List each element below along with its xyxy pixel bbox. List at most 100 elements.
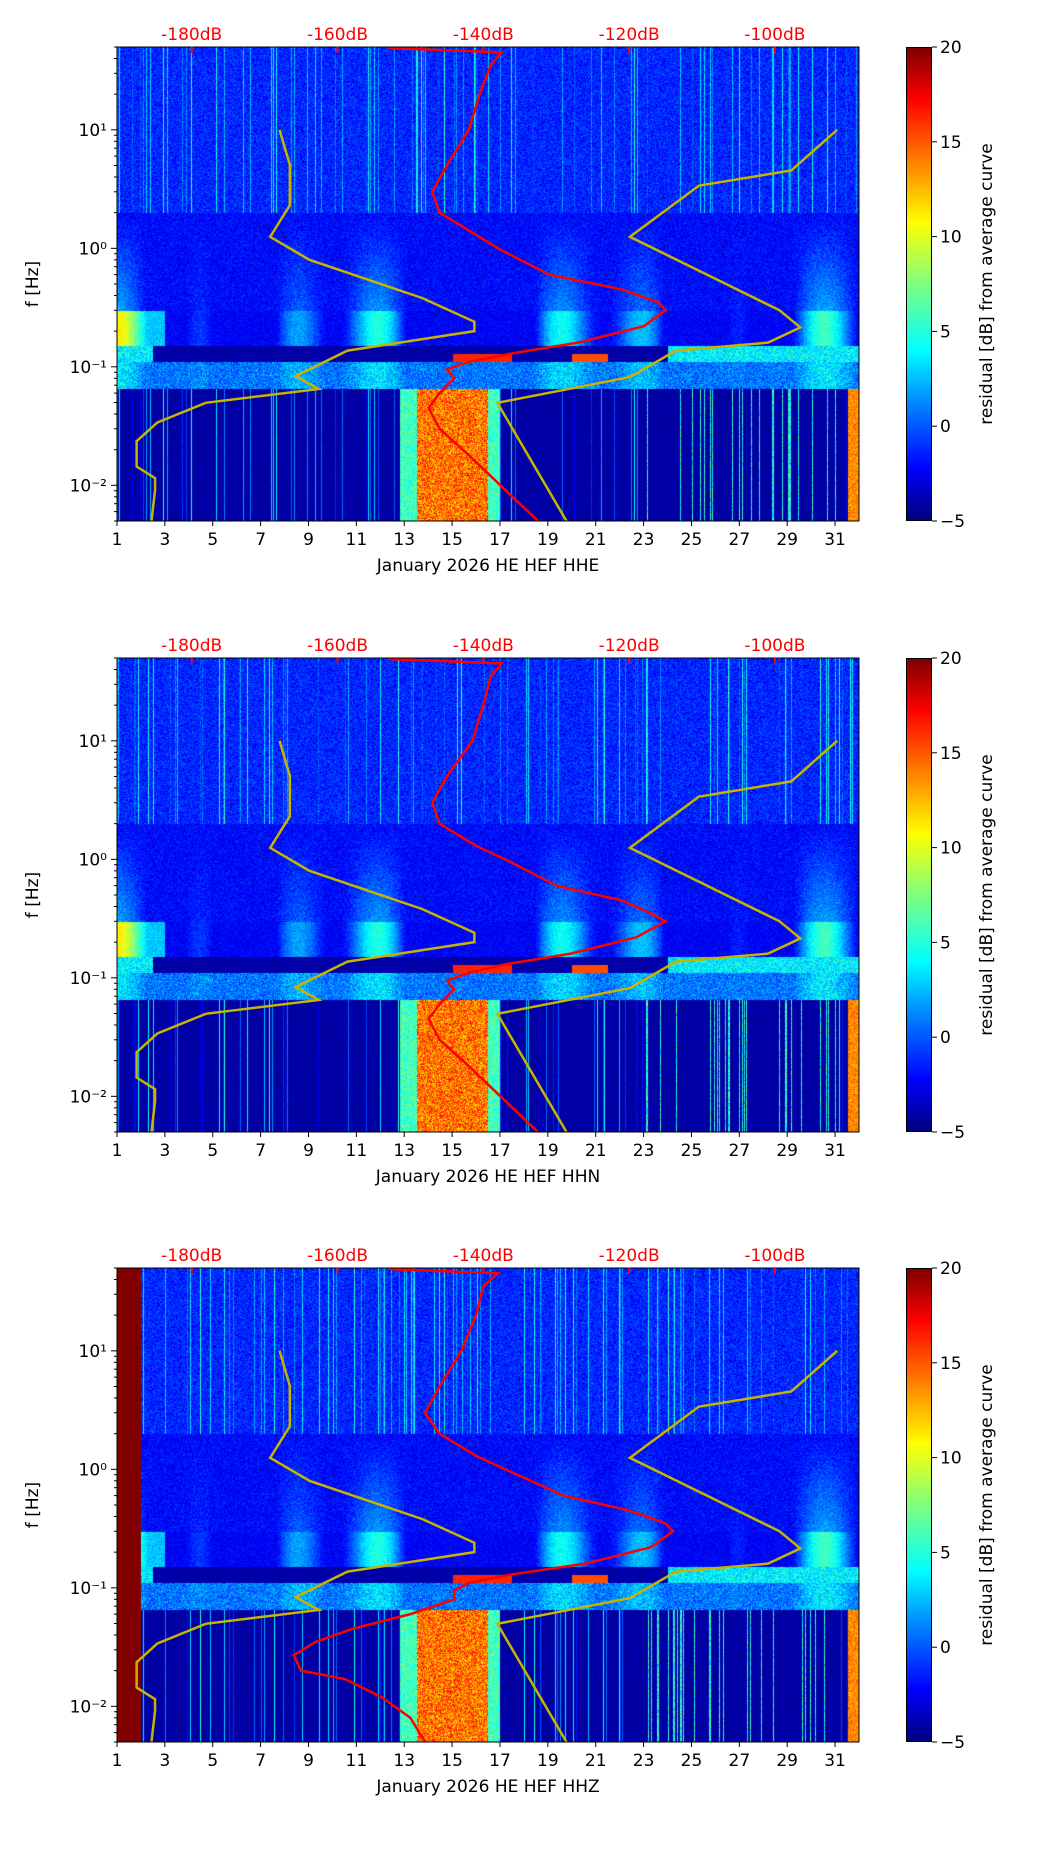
- db-tick-label: -180dB: [161, 636, 222, 656]
- colorbar: [906, 1268, 932, 1742]
- x-tick-label: 7: [255, 1141, 266, 1161]
- colorbar-tick-label: 20: [940, 38, 962, 58]
- x-tick-label: 31: [824, 1751, 846, 1771]
- y-tick-label: 10⁰: [79, 239, 108, 259]
- spectrogram-panel: 1 3 5 7 9 11 13 15 17 19 21 23 25 27 29 31 January 2026 …: [0, 25, 1052, 647]
- red-psd-curve: [388, 657, 669, 1133]
- x-tick-label: 23: [633, 530, 655, 550]
- x-axis-label: January 2026 HE HEF HHN: [375, 1167, 600, 1187]
- spectrogram-heatmap: [117, 47, 859, 521]
- yellow-curve: [495, 1349, 839, 1743]
- y-tick-label: 10¹: [79, 121, 107, 141]
- colorbar-label: residual [dB] from average curve: [977, 1364, 997, 1645]
- red-psd-curve: [388, 46, 668, 522]
- x-tick-label: 27: [729, 530, 751, 550]
- x-tick-label: 31: [824, 1141, 846, 1161]
- x-tick-label: 17: [489, 1751, 511, 1771]
- y-tick-label: 10⁰: [79, 1460, 108, 1480]
- x-tick-label: 13: [393, 1141, 415, 1161]
- colorbar-tick-label: 0: [940, 417, 951, 437]
- colorbar-tick-label: 5: [940, 1543, 951, 1563]
- x-tick-label: 5: [207, 1751, 218, 1771]
- x-tick-label: 5: [207, 1141, 218, 1161]
- x-tick-label: 1: [112, 530, 123, 550]
- y-tick-label: 10⁻²: [70, 1697, 107, 1717]
- x-tick-label: 27: [729, 1141, 751, 1161]
- y-axis-label: f [Hz]: [23, 1482, 43, 1528]
- red-psd-curve: [292, 1267, 675, 1743]
- colorbar-tick-label: 15: [940, 744, 962, 764]
- db-tick-label: -100dB: [744, 1246, 805, 1266]
- colorbar-tick-label: 5: [940, 933, 951, 953]
- yellow-curve: [135, 1350, 476, 1743]
- x-tick-label: 19: [537, 1141, 559, 1161]
- colorbar-tick-label: 10: [940, 1449, 962, 1469]
- x-tick-label: 19: [537, 530, 559, 550]
- x-tick-label: 19: [537, 1751, 559, 1771]
- x-tick-label: 5: [207, 530, 218, 550]
- yellow-curve: [135, 740, 476, 1133]
- x-tick-label: 11: [346, 530, 368, 550]
- x-tick-label: 29: [776, 1141, 798, 1161]
- x-tick-label: 9: [303, 1141, 314, 1161]
- x-tick-label: 9: [303, 1751, 314, 1771]
- colorbar-tick-label: 15: [940, 133, 962, 153]
- colorbar-tick-label: 15: [940, 1354, 962, 1374]
- colorbar-tick-label: 10: [940, 839, 962, 859]
- db-tick-label: -140dB: [453, 25, 514, 45]
- x-tick-label: 21: [585, 1751, 607, 1771]
- spectrogram-panel: 1 3 5 7 9 11 13 15 17 19 21 23 25 27 29 31 January 2026 …: [0, 1246, 1052, 1868]
- colorbar-tick-label: 20: [940, 649, 962, 669]
- colorbar-label: residual [dB] from average curve: [977, 754, 997, 1035]
- x-tick-label: 29: [776, 530, 798, 550]
- x-tick-label: 25: [681, 530, 703, 550]
- x-tick-label: 11: [346, 1751, 368, 1771]
- x-tick-label: 15: [441, 1141, 463, 1161]
- x-tick-label: 31: [824, 530, 846, 550]
- y-tick-label: 10⁻¹: [70, 358, 107, 378]
- colorbar-tick-label: 20: [940, 1259, 962, 1279]
- y-tick-label: 10⁻²: [70, 476, 107, 496]
- colorbar-tick-label: 0: [940, 1638, 951, 1658]
- y-tick-label: 10⁰: [79, 850, 108, 870]
- x-tick-label: 25: [681, 1751, 703, 1771]
- yellow-curve: [495, 739, 839, 1133]
- colorbar-tick-label: −5: [940, 1733, 965, 1753]
- x-tick-label: 17: [489, 1141, 511, 1161]
- x-tick-label: 15: [441, 1751, 463, 1771]
- db-tick-label: -120dB: [599, 25, 660, 45]
- x-axis-label: January 2026 HE HEF HHZ: [375, 1777, 599, 1797]
- db-tick-label: -160dB: [307, 636, 368, 656]
- x-tick-label: 3: [159, 1141, 170, 1161]
- x-tick-label: 11: [346, 1141, 368, 1161]
- db-tick-label: -180dB: [161, 1246, 222, 1266]
- y-tick-label: 10⁻¹: [70, 1579, 107, 1599]
- plot-frame: [116, 46, 860, 522]
- y-axis-label: f [Hz]: [23, 261, 43, 307]
- x-tick-label: 3: [159, 1751, 170, 1771]
- x-tick-label: 1: [112, 1141, 123, 1161]
- db-tick-label: -120dB: [599, 636, 660, 656]
- x-tick-label: 23: [633, 1751, 655, 1771]
- db-tick-label: -100dB: [744, 25, 805, 45]
- plot-frame: [116, 657, 860, 1133]
- x-tick-label: 21: [585, 530, 607, 550]
- db-tick-label: -140dB: [453, 1246, 514, 1266]
- yellow-curve: [495, 128, 839, 522]
- y-tick-label: 10¹: [79, 1342, 107, 1362]
- colorbar-tick-label: 0: [940, 1028, 951, 1048]
- x-tick-label: 13: [393, 530, 415, 550]
- x-tick-label: 25: [681, 1141, 703, 1161]
- yellow-curve: [135, 129, 476, 522]
- db-tick-label: -120dB: [599, 1246, 660, 1266]
- db-tick-label: -140dB: [453, 636, 514, 656]
- colorbar-label: residual [dB] from average curve: [977, 143, 997, 424]
- x-tick-label: 17: [489, 530, 511, 550]
- colorbar-tick-label: −5: [940, 1123, 965, 1143]
- colorbar-tick-label: −5: [940, 512, 965, 532]
- y-tick-label: 10⁻²: [70, 1087, 107, 1107]
- colorbar: [906, 658, 932, 1132]
